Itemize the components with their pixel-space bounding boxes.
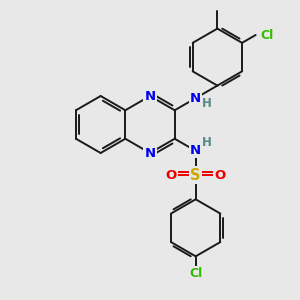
Text: H: H: [202, 97, 212, 110]
Text: O: O: [166, 169, 177, 182]
Text: N: N: [190, 92, 201, 105]
Text: Cl: Cl: [260, 28, 273, 41]
Text: Cl: Cl: [189, 267, 202, 280]
Text: H: H: [202, 136, 212, 149]
Text: O: O: [214, 169, 226, 182]
Text: N: N: [144, 89, 156, 103]
Text: S: S: [190, 168, 201, 183]
Text: N: N: [144, 146, 156, 160]
Text: N: N: [190, 144, 201, 158]
